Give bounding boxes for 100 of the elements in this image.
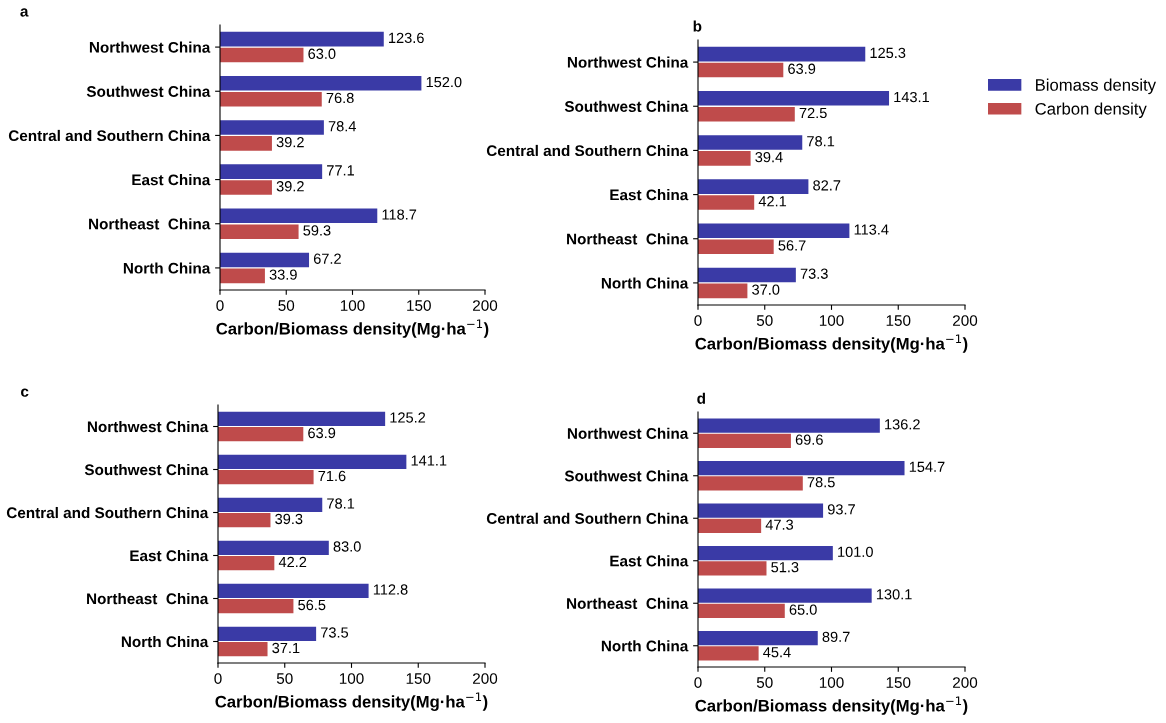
data-label: 39.2 bbox=[276, 181, 304, 192]
x-tick-label: 0 bbox=[216, 300, 224, 311]
bar bbox=[698, 151, 751, 166]
bar bbox=[218, 427, 304, 442]
data-label: 42.1 bbox=[758, 196, 787, 207]
data-label: 47.3 bbox=[765, 519, 794, 530]
bar bbox=[220, 136, 272, 151]
data-label: 130.1 bbox=[876, 589, 912, 600]
text: c bbox=[21, 388, 29, 397]
data-label: 82.7 bbox=[813, 180, 841, 191]
bar bbox=[220, 268, 265, 284]
data-label: 37.1 bbox=[272, 642, 300, 654]
y-tick-label: Southwest China bbox=[86, 85, 211, 97]
bar bbox=[220, 47, 304, 63]
bar bbox=[218, 470, 314, 485]
x-tick-label: 200 bbox=[473, 300, 498, 311]
data-label: 63.9 bbox=[788, 63, 816, 74]
bar bbox=[698, 283, 748, 299]
data-label: 78.1 bbox=[327, 498, 355, 509]
data-label: 63.9 bbox=[308, 427, 336, 439]
data-label: 39.3 bbox=[275, 513, 303, 525]
data-label: 73.5 bbox=[321, 627, 349, 638]
x-tick-label: 150 bbox=[886, 677, 911, 688]
bar bbox=[698, 90, 890, 106]
y-tick-label: East China bbox=[130, 549, 209, 562]
data-label: 112.8 bbox=[373, 584, 408, 595]
data-label: 154.7 bbox=[909, 461, 945, 473]
bar bbox=[220, 180, 272, 195]
data-label: 125.3 bbox=[870, 47, 906, 59]
bar bbox=[698, 179, 809, 194]
data-label: 101.0 bbox=[838, 546, 873, 558]
data-label: 67.2 bbox=[313, 253, 341, 264]
x-axis-title: Carbon/Biomass density(Mg·ha$^{−1}$) bbox=[215, 692, 488, 711]
x-tick-label: 100 bbox=[819, 677, 844, 688]
bar bbox=[698, 433, 791, 448]
data-label: 37.0 bbox=[752, 284, 780, 295]
y-tick-label: Northwest China bbox=[89, 41, 211, 53]
data-label: 78.5 bbox=[807, 476, 835, 488]
data-label: 93.7 bbox=[827, 504, 855, 515]
data-label: 51.3 bbox=[771, 561, 799, 573]
data-label: 78.1 bbox=[807, 136, 835, 147]
data-label: 42.2 bbox=[278, 556, 307, 568]
bar bbox=[698, 195, 755, 210]
x-tick-label: 100 bbox=[339, 673, 364, 684]
bar bbox=[218, 599, 294, 614]
bar bbox=[220, 208, 378, 224]
y-tick-label: North China bbox=[121, 635, 209, 648]
legend-label: Carbon density bbox=[1035, 102, 1147, 118]
data-label: 113.4 bbox=[854, 224, 889, 235]
x-tick-label: 200 bbox=[953, 677, 978, 688]
y-tick-label: Northwest China bbox=[567, 56, 689, 68]
x-tick-label: 50 bbox=[276, 673, 293, 684]
y-tick-label: Central and Southern China bbox=[8, 129, 211, 142]
y-tick-label: North China bbox=[123, 262, 211, 274]
bar bbox=[698, 476, 803, 491]
data-label: 89.7 bbox=[822, 631, 850, 643]
y-tick-label: Central and Southern China bbox=[486, 144, 689, 157]
x-axis-title: Carbon/Biomass density(Mg·ha$^{−1}$) bbox=[216, 319, 489, 338]
y-tick-label: North China bbox=[601, 640, 689, 652]
legend-label: Biomass density bbox=[1036, 78, 1156, 95]
y-tick-label: Northeast China bbox=[87, 592, 209, 605]
y-tick-label: Northwest China bbox=[87, 420, 209, 433]
bar bbox=[698, 646, 759, 661]
y-tick-label: North China bbox=[601, 277, 689, 289]
x-tick-label: 150 bbox=[406, 673, 431, 684]
data-label: 56.7 bbox=[778, 240, 806, 251]
y-tick-label: Northeast China bbox=[567, 233, 689, 245]
data-label: 59.3 bbox=[303, 225, 331, 236]
data-label: 118.7 bbox=[382, 209, 417, 220]
bar bbox=[218, 642, 268, 657]
bar bbox=[220, 31, 384, 47]
bar bbox=[220, 224, 299, 240]
bar bbox=[220, 252, 310, 268]
chart-title: b bbox=[693, 20, 702, 32]
y-tick-label: Northeast China bbox=[89, 218, 211, 230]
data-label: 63.0 bbox=[308, 48, 336, 59]
bar bbox=[698, 267, 796, 283]
x-tick-label: 0 bbox=[214, 673, 222, 684]
x-tick-label: 50 bbox=[756, 315, 773, 326]
chart-title: d bbox=[697, 392, 705, 404]
y-tick-label: East China bbox=[610, 555, 689, 567]
y-tick-label: Southwest China bbox=[564, 100, 689, 112]
data-label: 72.5 bbox=[799, 107, 827, 119]
bar bbox=[698, 503, 824, 518]
data-label: 69.6 bbox=[795, 434, 823, 445]
bar bbox=[698, 418, 880, 433]
bar bbox=[698, 561, 767, 576]
x-tick-label: 0 bbox=[694, 315, 702, 326]
bar bbox=[698, 106, 795, 122]
data-label: 78.4 bbox=[328, 121, 356, 132]
bar bbox=[698, 46, 866, 62]
data-label: 77.1 bbox=[327, 165, 354, 176]
y-tick-label: Northwest China bbox=[567, 427, 689, 439]
x-axis-title: Carbon/Biomass density(Mg·ha$^{−1}$) bbox=[695, 334, 968, 353]
data-label: 136.2 bbox=[885, 419, 920, 430]
y-tick-label: Central and Southern China bbox=[6, 506, 209, 519]
y-tick-label: East China bbox=[132, 174, 211, 186]
x-tick-label: 100 bbox=[340, 300, 365, 311]
bar bbox=[220, 91, 322, 107]
x-tick-label: 200 bbox=[473, 673, 498, 684]
